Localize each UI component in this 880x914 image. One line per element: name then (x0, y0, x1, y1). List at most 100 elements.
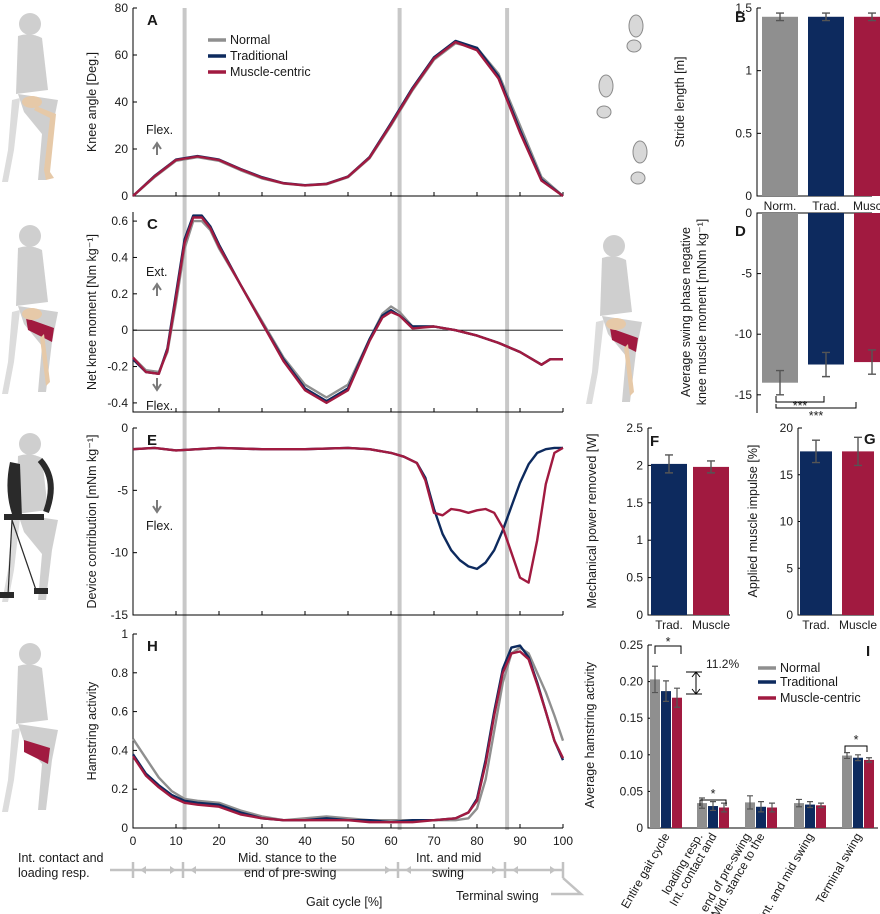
sig-marker: * (711, 787, 716, 801)
error-bar (855, 754, 861, 762)
sig-marker: *** (793, 399, 808, 413)
bar-I-1-2 (719, 807, 729, 828)
ytick-label: 2 (636, 458, 643, 472)
error-bar (868, 12, 876, 22)
sig-bracket (775, 402, 857, 409)
ylabel-H: Hamstring activity (85, 681, 99, 780)
ytick-label: -15 (735, 388, 753, 402)
phase-arrow-2 (190, 866, 196, 874)
ylabel-A: Knee angle [Deg.] (85, 52, 99, 152)
ytick-label: 0 (636, 608, 643, 622)
phase-label-1b: loading resp. (18, 866, 90, 880)
ytick-label: 2.5 (626, 421, 643, 435)
panel-letter-I: I (866, 643, 870, 660)
static-text: Normal Traditional Muscle-centric Gait c… (18, 33, 539, 909)
line-panels: 0 20 40 60 80 Knee angle [Deg.] A -0.4 -0.2 0 0.2 0… (85, 1, 573, 848)
figure-knee-moment (2, 225, 58, 394)
ytick-label: 0.4 (111, 250, 128, 264)
footprint-icon (630, 171, 646, 185)
bar-I-3-0 (794, 803, 804, 828)
ytick-label: 15 (780, 468, 794, 482)
panel-letter-A: A (147, 12, 158, 29)
error-bar (868, 349, 876, 375)
legend-normal-label: Normal (780, 661, 820, 675)
figure-swing-phase (586, 235, 642, 404)
phase-guide-lines (110, 8, 585, 896)
panel-a: 0 20 40 60 80 Knee angle [Deg.] A (85, 1, 564, 203)
ytick-label: 0.15 (620, 711, 644, 725)
ytick-label: 0 (786, 608, 793, 622)
category-label: Entire gait cycle (618, 830, 673, 911)
phase-arrow-7 (550, 866, 556, 874)
ytick-label: 1 (745, 64, 752, 78)
error-bar (807, 801, 813, 809)
ytick-label: 40 (115, 95, 129, 109)
phase-arrow-4 (405, 866, 411, 874)
sig-marker: * (854, 733, 859, 747)
ytick-label: 0 (636, 821, 643, 835)
bar-I-3-2 (816, 805, 826, 828)
legend-traditional-label: Traditional (230, 49, 288, 63)
error-bar (854, 436, 862, 467)
bar-G-1 (842, 451, 874, 615)
error-bar (822, 351, 830, 378)
axes-A (132, 8, 563, 197)
error-bar (663, 680, 669, 702)
down-arrow-icon (152, 378, 162, 392)
xtick-label: 10 (169, 834, 183, 848)
series-C-traditional (132, 214, 563, 403)
error-bar (747, 795, 753, 810)
ytick-label: 0 (745, 189, 752, 203)
ytick-label: 20 (780, 421, 794, 435)
legend-normal-label: Normal (230, 33, 270, 47)
double-arrow-icon (691, 671, 701, 695)
ytick-label: 0.5 (735, 126, 752, 140)
ext-label-c: Ext. (146, 265, 168, 279)
category-label: Int. and mid swing (756, 831, 816, 914)
xtick-label: 20 (212, 834, 226, 848)
sig-marker: * (666, 635, 671, 649)
ylabel-B: Stride length [m] (673, 56, 687, 147)
category-label: Muscle (692, 618, 730, 632)
ytick-label: 0.25 (620, 638, 644, 652)
bar-I-3-1 (805, 804, 815, 828)
error-bar (665, 454, 673, 474)
panel-letter-F: F (650, 433, 659, 450)
ytick-label: 0.05 (620, 784, 644, 798)
bar-I-2-0 (745, 802, 755, 828)
bar-I-0-1 (661, 691, 671, 828)
xtick-label: 80 (470, 834, 484, 848)
xtick-label: 90 (513, 834, 527, 848)
footprint-icon (632, 140, 648, 164)
ytick-label: 5 (786, 561, 793, 575)
ytick-label: 0.2 (111, 782, 128, 796)
error-bar (796, 798, 802, 808)
bar-I-0-0 (650, 679, 660, 828)
xtick-label: 50 (341, 834, 355, 848)
xtick-label: 70 (427, 834, 441, 848)
ytick-label: 0.10 (620, 748, 644, 762)
legend-traditional-label: Traditional (780, 675, 838, 689)
ytick-label: 0.5 (626, 571, 643, 585)
pct-label: 11.2% (706, 657, 739, 671)
bar-I-4-1 (853, 757, 863, 828)
panel-letter-D: D (735, 223, 746, 240)
category-label: Trad. (812, 199, 840, 213)
ytick-label: -15 (111, 608, 129, 622)
bar-I-2-1 (756, 806, 766, 828)
series-E-muscle-centric (132, 446, 564, 584)
flex-label-c: Flex. (146, 399, 173, 413)
error-bar (769, 802, 775, 813)
x-axis-label: Gait cycle [%] (306, 895, 382, 909)
ytick-label: 1 (636, 533, 643, 547)
footprint-icon (598, 74, 614, 98)
bar-B-1 (808, 16, 844, 197)
xtick-label: 100 (553, 834, 573, 848)
phase-label-1a: Int. contact and (18, 851, 104, 865)
error-bar (818, 802, 824, 809)
error-bar (758, 801, 764, 813)
series-A-muscle-centric (132, 40, 564, 197)
sig-bracket (699, 799, 727, 806)
panel-h: 00.20.40.60.810 10 20 30 40 50 60 70 80 90 100Hams… (85, 627, 573, 848)
phase-arrow-5 (492, 866, 498, 874)
